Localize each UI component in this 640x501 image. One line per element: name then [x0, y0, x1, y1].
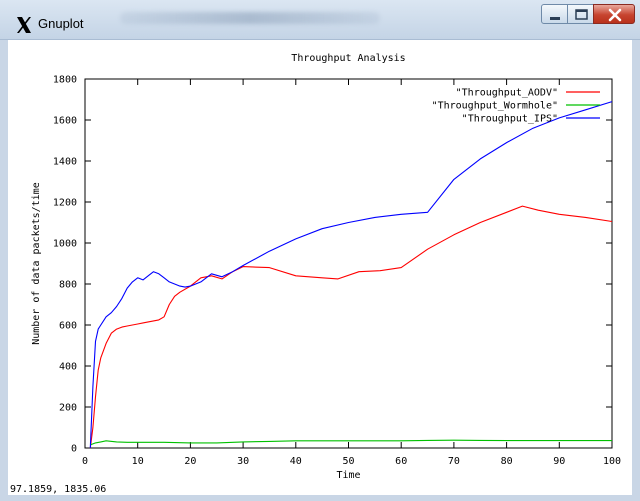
y-tick-label: 600	[59, 321, 77, 332]
close-icon	[608, 8, 622, 22]
y-tick-label: 1800	[53, 75, 77, 86]
y-tick-label: 1200	[53, 198, 77, 209]
plot-border	[84, 78, 613, 449]
x-tick-label: 70	[448, 456, 460, 467]
x-tick-label: 90	[553, 456, 565, 467]
x-tick-label: 100	[603, 456, 621, 467]
chart-title: Throughput Analysis	[291, 53, 405, 64]
x-axis-label: Time	[336, 470, 360, 481]
legend-label-2: "Throughput_Wormhole"	[432, 101, 558, 112]
series-line-3	[89, 101, 613, 449]
y-tick-label: 1000	[53, 239, 77, 250]
close-button[interactable]	[593, 4, 635, 24]
plot-canvas[interactable]: 0 200 400 600 800 1000 1200 1400 1600 1800 0 10 20 30…	[8, 40, 632, 481]
legend-label-1: "Throughput_AODV"	[456, 88, 558, 99]
y-tick-label: 800	[59, 280, 77, 291]
series-line-1	[89, 205, 613, 449]
y-tick-label: 1400	[53, 157, 77, 168]
y-tick-label: 400	[59, 362, 77, 373]
legend-label-3: "Throughput_IPS"	[462, 114, 558, 125]
y-tick-label: 200	[59, 403, 77, 414]
maximize-button[interactable]	[567, 4, 594, 24]
minimize-icon	[550, 17, 560, 20]
title-bar[interactable]: Gnuplot	[0, 0, 640, 40]
series-line-2	[90, 439, 612, 446]
y-tick-label: 1600	[53, 116, 77, 127]
y-tick-label: 0	[71, 444, 77, 455]
x-tick-label: 40	[290, 456, 302, 467]
x-tick-label: 30	[237, 456, 249, 467]
maximize-icon	[575, 9, 588, 20]
x-tick-label: 20	[184, 456, 196, 467]
x-tick-label: 50	[342, 456, 354, 467]
throughput-chart: 0 200 400 600 800 1000 1200 1400 1600 1800 0 10 20 30…	[31, 53, 621, 481]
y-axis-label: Number of data packets/time	[31, 182, 42, 345]
x-tick-label: 60	[395, 456, 407, 467]
minimize-button[interactable]	[541, 4, 568, 24]
x-tick-label: 0	[82, 456, 88, 467]
mouse-coordinates-readout: 97.1859, 1835.06	[10, 484, 107, 495]
x-tick-label: 10	[132, 456, 144, 467]
x-tick-label: 80	[501, 456, 513, 467]
x11-icon	[17, 17, 31, 33]
blurred-title-text	[120, 12, 380, 24]
window-title: Gnuplot	[38, 16, 84, 31]
